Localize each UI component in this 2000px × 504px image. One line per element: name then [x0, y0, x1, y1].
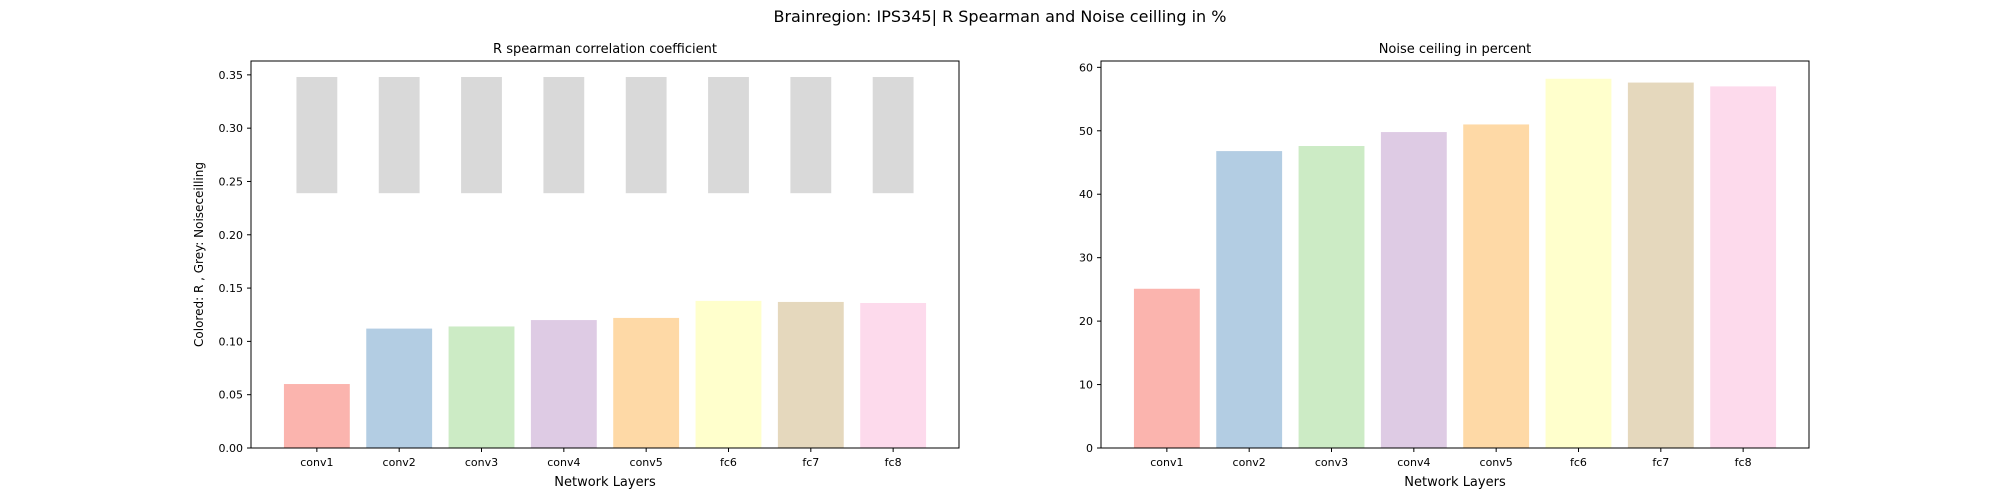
y-tick-label: 0.35 — [219, 69, 244, 82]
noise-ceiling-bar-fc8 — [872, 76, 914, 194]
x-tick-label-fc8: fc8 — [1735, 456, 1752, 469]
x-tick-label-fc6: fc6 — [720, 456, 737, 469]
noise-ceiling-bar-fc7 — [790, 76, 832, 194]
y-tick-label: 0.15 — [219, 282, 244, 295]
x-tick-label-conv2: conv2 — [1233, 456, 1266, 469]
x-tick-label-conv3: conv3 — [1315, 456, 1348, 469]
axes-frame — [250, 60, 960, 449]
bar-conv3 — [1298, 146, 1365, 448]
figure-suptitle: Brainregion: IPS345| R Spearman and Nois… — [773, 7, 1227, 26]
y-tick-label: 0.30 — [219, 122, 244, 135]
x-tick-label-conv5: conv5 — [1480, 456, 1513, 469]
x-tick-label-conv5: conv5 — [630, 456, 663, 469]
noise-ceiling-bar-conv4 — [543, 76, 585, 194]
x-axis-label: Network Layers — [554, 475, 656, 490]
x-tick-label-conv2: conv2 — [383, 456, 416, 469]
bar-conv2 — [366, 328, 433, 448]
x-tick-label-conv4: conv4 — [547, 456, 580, 469]
y-tick-label: 10 — [1079, 379, 1093, 392]
y-tick-label: 0.20 — [219, 229, 244, 242]
bar-fc7 — [777, 301, 844, 448]
y-tick-label: 60 — [1079, 61, 1093, 74]
x-axis-label: Network Layers — [1404, 475, 1506, 490]
y-axis-label: Colored: R , Grey: Noiseceilling — [192, 162, 206, 347]
y-tick-label: 40 — [1079, 188, 1093, 201]
noise-ceiling-bar-conv3 — [461, 76, 502, 194]
noise-ceiling-bar-conv5 — [625, 76, 667, 194]
bar-fc6 — [1545, 78, 1612, 449]
x-tick-label-fc6: fc6 — [1570, 456, 1587, 469]
bar-conv4 — [1380, 132, 1447, 449]
y-tick-label: 50 — [1079, 125, 1093, 138]
bar-fc8 — [860, 303, 927, 448]
x-tick-label-conv3: conv3 — [465, 456, 498, 469]
noise-ceiling-bar-conv2 — [378, 76, 420, 194]
x-tick-label-fc7: fc7 — [1652, 456, 1669, 469]
x-tick-label-fc7: fc7 — [802, 456, 819, 469]
noise-ceiling-bar-conv1 — [296, 76, 338, 194]
y-tick-label: 0.25 — [219, 175, 244, 188]
y-tick-label: 0 — [1086, 442, 1093, 455]
x-tick-label-conv1: conv1 — [1150, 456, 1183, 469]
x-tick-label-fc8: fc8 — [885, 456, 902, 469]
y-tick-label: 0.00 — [219, 442, 244, 455]
bar-fc7 — [1627, 82, 1694, 448]
axes-title: Noise ceiling in percent — [1379, 42, 1532, 57]
bar-conv1 — [1133, 288, 1200, 448]
y-tick-label: 0.10 — [219, 335, 244, 348]
y-tick-label: 30 — [1079, 252, 1093, 265]
bar-fc8 — [1710, 86, 1777, 449]
bar-conv2 — [1216, 151, 1283, 448]
x-tick-label-conv4: conv4 — [1397, 456, 1430, 469]
x-tick-label-conv1: conv1 — [300, 456, 333, 469]
axes-frame — [1100, 60, 1810, 449]
bar-conv3 — [448, 326, 515, 448]
bar-fc6 — [695, 300, 762, 448]
y-tick-label: 20 — [1079, 315, 1093, 328]
bar-conv5 — [613, 317, 680, 448]
y-tick-label: 0.05 — [219, 389, 244, 402]
axes-title: R spearman correlation coefficient — [493, 42, 717, 57]
noise-ceiling-bar-fc6 — [708, 76, 749, 194]
bar-conv1 — [283, 384, 350, 448]
bar-conv4 — [530, 320, 597, 448]
bar-conv5 — [1463, 124, 1530, 448]
